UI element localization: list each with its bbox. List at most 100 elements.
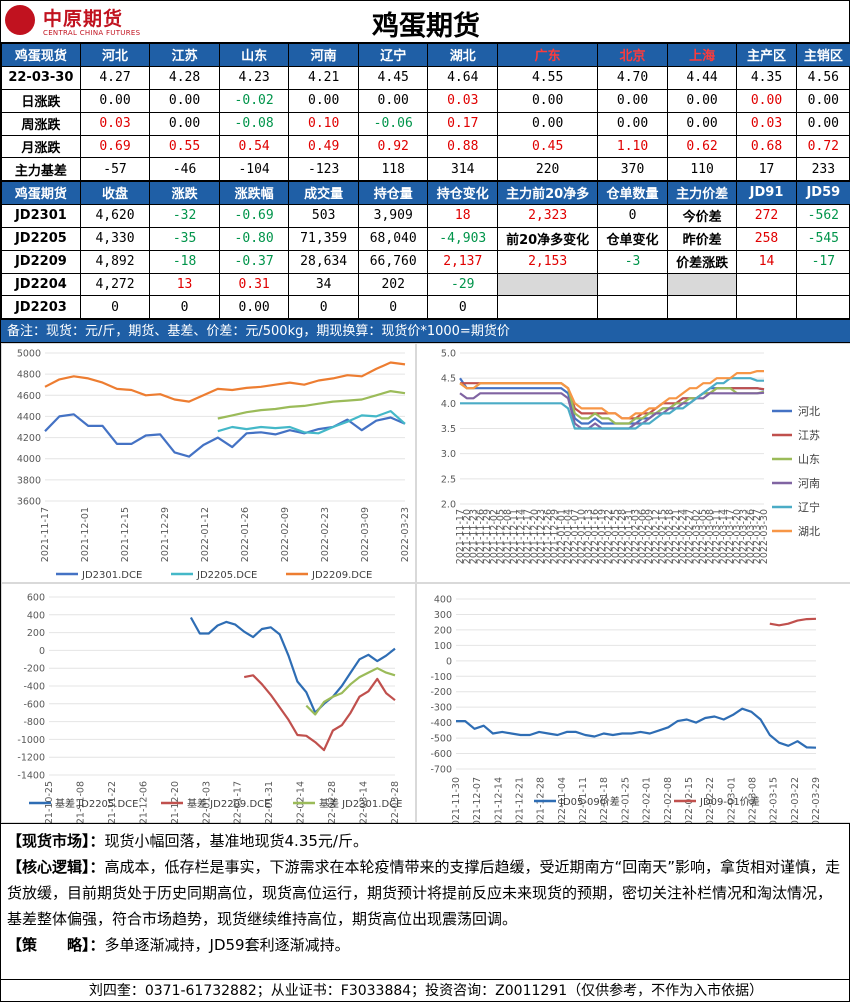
y-tick-label: -1000 [17, 735, 45, 746]
commentary-market-text: 现货小幅回落，基准地现货4.35元/斤。 [105, 832, 368, 850]
spot-value-cell: 0.00 [598, 112, 668, 135]
empty-cell [598, 296, 668, 319]
x-tick-label: 2021-12-06 [138, 781, 149, 823]
spot-header-cell: 辽宁 [358, 44, 428, 67]
spot-value-cell: -0.08 [219, 112, 289, 135]
empty-cell [498, 296, 598, 319]
y-tick-label: -400 [23, 682, 45, 693]
futures-header-cell: JD59 [796, 182, 850, 205]
x-tick-label: 2022-01-25 [620, 777, 631, 823]
change-pct-cell: -0.80 [219, 227, 289, 250]
x-tick-label: 2022-01-26 [240, 507, 251, 562]
y-tick-label: 200 [27, 628, 45, 639]
x-tick-label: 2022-03-30 [759, 509, 770, 564]
empty-cell [667, 273, 737, 296]
spot-value-cell: 4.23 [219, 66, 289, 89]
warrant-cell: 仓单变化 [598, 227, 668, 250]
spot-value-cell: 0.69 [80, 135, 150, 158]
volume-cell: 0 [289, 296, 359, 319]
futures-price-chart: 360038004000420044004600480050002021-11-… [1, 343, 416, 583]
spot-value-cell: 4.45 [358, 66, 428, 89]
spot-value-cell: 0.00 [598, 89, 668, 112]
commentary-strategy-text: 多单逐渐减持，JD59套利逐渐减持。 [105, 936, 350, 954]
warrant-cell: -3 [598, 250, 668, 273]
spot-price-chart: 2.02.53.03.54.04.55.02021-11-172021-11-2… [416, 343, 850, 583]
x-tick-label: 2022-02-09 [280, 507, 291, 562]
x-tick-label: 2022-03-15 [769, 777, 780, 823]
legend-label: 山东 [798, 453, 820, 466]
basis-chart: -1400-1200-1000-800-600-400-200020040060… [1, 583, 416, 823]
y-tick-label: 3.5 [441, 424, 456, 435]
y-tick-label: -300 [430, 703, 452, 714]
y-tick-label: -200 [23, 664, 45, 675]
net-long-cell: 前20净多变化 [498, 227, 598, 250]
legend-label: 河北 [798, 405, 820, 418]
spot-value-cell: 0.00 [667, 112, 737, 135]
x-tick-label: 2022-02-08 [663, 777, 674, 823]
spot-value-cell: 0.62 [667, 135, 737, 158]
spot-table-header: 鸡蛋现货河北江苏山东河南辽宁湖北广东北京上海主产区主销区 [2, 44, 850, 67]
y-tick-label: -1200 [17, 753, 45, 764]
spread-label-cell: 价差涨跌 [667, 250, 737, 273]
y-tick-label: -800 [23, 717, 45, 728]
y-tick-label: 3800 [17, 475, 41, 486]
jd91-cell: 258 [737, 227, 796, 250]
jd91-cell: 272 [737, 204, 796, 227]
spot-value-cell: 0.10 [289, 112, 359, 135]
spot-value-cell: 4.70 [598, 66, 668, 89]
y-tick-label: 5000 [17, 349, 41, 360]
spot-value-cell: 0.88 [428, 135, 498, 158]
spot-value-cell: 0.00 [737, 89, 796, 112]
spot-value-cell: 0.00 [498, 89, 598, 112]
futures-header-cell: JD91 [737, 182, 796, 205]
x-tick-label: 2021-12-29 [160, 507, 171, 562]
change-cell: -32 [150, 204, 220, 227]
contract-cell: JD2205 [2, 227, 81, 250]
spot-value-cell: 1.10 [598, 135, 668, 158]
open-interest-cell: 202 [358, 273, 428, 296]
y-tick-label: 2.0 [441, 500, 456, 511]
legend-label: 辽宁 [798, 500, 820, 514]
open-interest-cell: 68,040 [358, 227, 428, 250]
change-pct-cell: 0.31 [219, 273, 289, 296]
empty-cell [667, 296, 737, 319]
futures-header-cell: 仓单数量 [598, 182, 668, 205]
analyst-footer: 刘四奎：0371-61732882；从业证书：F3033884；投资咨询：Z00… [1, 979, 850, 1003]
futures-header-cell: 持仓变化 [428, 182, 498, 205]
empty-cell [796, 296, 850, 319]
y-tick-label: 400 [434, 595, 452, 606]
jd59-cell: -17 [796, 250, 850, 273]
commentary-logic: 【核心逻辑】：高成本，低存栏是事实，下游需求在本轮疫情带来的支撑后趋缓，受近期南… [7, 854, 843, 932]
oi-change-cell: 18 [428, 204, 498, 227]
spot-header-cell: 山东 [219, 44, 289, 67]
y-tick-label: -600 [430, 749, 452, 760]
spot-value-cell: 0.00 [80, 89, 150, 112]
y-tick-label: 200 [434, 625, 452, 636]
spot-value-cell: 0.45 [498, 135, 598, 158]
y-tick-label: -200 [430, 687, 452, 698]
spot-value-cell: 0.72 [796, 135, 850, 158]
commentary-market-label: 【现货市场】： [7, 832, 105, 850]
oi-change-cell: 0 [428, 296, 498, 319]
spot-value-cell: 0.00 [796, 89, 850, 112]
volume-cell: 34 [289, 273, 359, 296]
y-tick-label: 4.0 [441, 399, 456, 410]
empty-cell [498, 273, 598, 296]
change-cell: -35 [150, 227, 220, 250]
legend-label: JD05-09价差 [559, 795, 620, 808]
open-interest-cell: 66,760 [358, 250, 428, 273]
y-tick-label: 400 [27, 610, 45, 621]
report-header: 中原期货 CENTRAL CHINA FUTURES 鸡蛋期货 [1, 1, 850, 43]
spot-value-cell: -104 [219, 158, 289, 181]
spot-header-cell: 北京 [598, 44, 668, 67]
y-tick-label: -400 [430, 718, 452, 729]
jd91-cell: 14 [737, 250, 796, 273]
change-pct-cell: -0.37 [219, 250, 289, 273]
futures-header-cell: 主力价差 [667, 182, 737, 205]
spot-header-cell: 广东 [498, 44, 598, 67]
y-tick-label: 3600 [17, 497, 41, 508]
